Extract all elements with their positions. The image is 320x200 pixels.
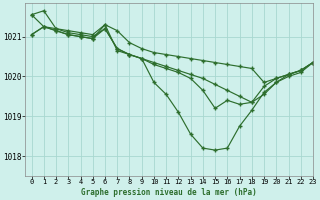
X-axis label: Graphe pression niveau de la mer (hPa): Graphe pression niveau de la mer (hPa) [81,188,257,197]
